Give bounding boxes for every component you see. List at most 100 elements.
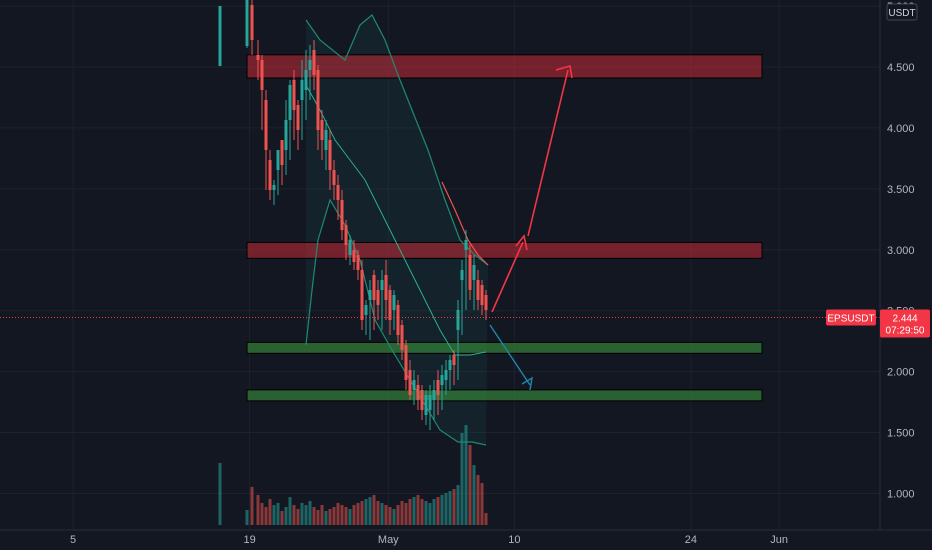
candle-body <box>260 60 264 90</box>
symbol-badge <box>826 309 876 326</box>
candle-body <box>448 360 452 370</box>
volume-bar <box>396 505 400 525</box>
arrow-up-1 <box>491 241 524 313</box>
resistance-zone[interactable] <box>246 54 763 79</box>
candle-body <box>392 295 396 310</box>
volume-bar <box>218 463 222 525</box>
candle-body <box>324 130 328 150</box>
candle-body <box>428 395 432 410</box>
volume-bar <box>464 425 468 525</box>
unit-box <box>886 3 918 21</box>
volume-bar <box>276 503 280 525</box>
candle-body <box>364 305 368 315</box>
volume-bar <box>304 505 308 525</box>
y-tick-label: 2.000 <box>887 367 915 379</box>
candle-body <box>308 60 312 70</box>
candle-body <box>272 185 276 190</box>
volume-bar <box>340 505 344 525</box>
volume-bar <box>452 489 456 525</box>
bb-lower <box>305 198 487 446</box>
arrow-head <box>515 234 528 251</box>
candle-body <box>440 375 444 385</box>
volume-bar <box>292 505 296 525</box>
volume-bar <box>332 507 336 525</box>
candle-body <box>312 50 316 75</box>
countdown-label: 07:29:50 <box>886 326 925 337</box>
volume-bar <box>250 487 254 525</box>
x-tick-label: 10 <box>508 534 520 546</box>
volume-bar <box>288 497 292 525</box>
candles <box>218 0 488 430</box>
candle-body <box>276 150 280 170</box>
volume-bar <box>324 511 328 525</box>
volume-bar <box>300 503 304 525</box>
candle-body <box>356 255 360 270</box>
volume-bar <box>280 511 284 525</box>
volume-bar <box>308 501 312 525</box>
candle-body <box>472 265 476 280</box>
last-price-label: 2.444 <box>892 314 917 325</box>
candle-body <box>344 225 348 245</box>
support-zone[interactable] <box>246 389 763 402</box>
candle-body <box>380 280 384 290</box>
volume-bar <box>436 497 440 525</box>
candle-body <box>280 140 284 165</box>
candle-body <box>484 295 488 310</box>
volume-bar <box>440 495 444 525</box>
volume-bar <box>316 510 320 525</box>
volume-bar <box>392 509 396 525</box>
volume-bar <box>472 465 476 525</box>
bb-upper-recent <box>441 181 489 266</box>
candle-body <box>476 280 480 300</box>
volume-bar <box>360 501 364 525</box>
volume-bar <box>260 503 264 525</box>
y-tick-label: 4.500 <box>887 62 915 74</box>
volume-bar <box>356 503 360 525</box>
volume-bar <box>420 499 424 525</box>
volume-bar <box>384 505 388 525</box>
arrow-up-2 <box>527 69 569 237</box>
volume-bar <box>404 503 408 525</box>
volume-bar <box>336 503 340 525</box>
y-tick-label: 1.500 <box>887 428 915 440</box>
candle-body <box>444 370 448 380</box>
volume-bar <box>320 505 324 525</box>
volume-bar <box>480 483 484 525</box>
volume-bar <box>372 495 376 525</box>
volume-bar <box>468 445 472 525</box>
volume-bar <box>344 507 348 525</box>
volume-bar <box>448 491 452 525</box>
volume-bar <box>352 505 356 525</box>
volume-bar <box>368 497 372 525</box>
candle-body <box>268 160 272 190</box>
candle-body <box>352 250 356 262</box>
arrow-head <box>555 64 573 79</box>
volume-bar <box>388 507 392 525</box>
volume-bar <box>376 501 380 525</box>
arrow-down <box>489 324 531 386</box>
candle-body <box>316 70 320 130</box>
volume-bar <box>456 485 460 525</box>
x-ticks: 5 19 May 10 24 Jun <box>70 534 788 546</box>
volume-bar <box>432 499 436 525</box>
candle-body <box>288 85 292 120</box>
arrow-head <box>521 376 533 391</box>
candle-body <box>384 275 388 300</box>
y-tick-label: 3.000 <box>887 245 915 257</box>
candle-body <box>424 395 428 415</box>
candle-body <box>464 240 468 250</box>
volume-bar <box>400 501 404 525</box>
resistance-zone[interactable] <box>246 241 763 259</box>
volume-bar <box>296 509 300 525</box>
symbol-label: EPSUSDT <box>827 314 874 325</box>
volume-bar <box>272 505 276 525</box>
candle-body <box>292 80 296 110</box>
volume-bar <box>284 507 288 525</box>
volume-bar <box>312 507 316 525</box>
price-axis <box>880 0 932 530</box>
candle-body <box>436 380 440 395</box>
candle-body <box>245 0 249 46</box>
candle-body <box>250 5 254 40</box>
